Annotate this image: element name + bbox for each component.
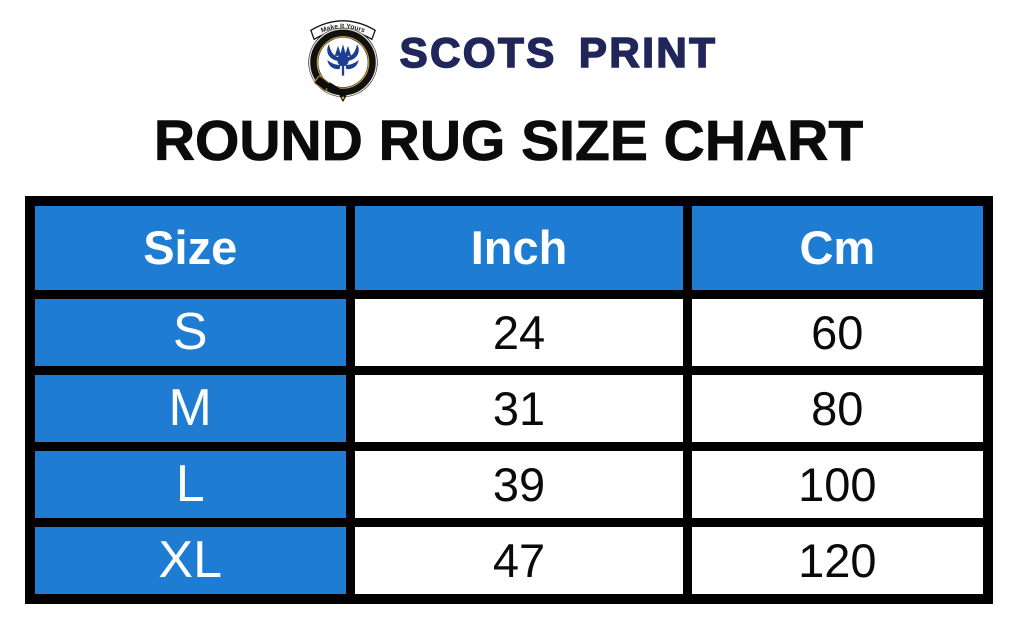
cm-cell: 120 [683,517,992,604]
column-header-inch: Inch [345,196,693,299]
scots-print-crest-logo: Make It Yours [307,20,378,102]
size-cell: M [25,365,355,451]
size-cell: L [25,441,355,527]
table-row: L 39 100 [25,441,992,527]
brand-name: SCOTS PRINT [399,29,718,76]
cm-cell: 80 [683,365,992,451]
column-header-cm: Cm [683,196,992,299]
brand-header: Make It Yours [0,0,1017,102]
crest-inner-gold-rim [316,36,369,89]
header-row: Size Inch Cm [25,196,992,299]
size-cell: S [25,289,355,375]
inch-cell: 31 [345,365,693,451]
inch-cell: 39 [345,441,693,527]
column-header-size: Size [25,196,355,299]
inch-cell: 24 [345,289,693,375]
size-cell: XL [25,517,355,604]
cm-cell: 100 [683,441,992,527]
page-title: ROUND RUG SIZE CHART [153,109,864,173]
size-chart-table: Size Inch Cm S 24 60 M 31 80 L 39 100 [24,195,993,604]
table-row: S 24 60 [25,289,992,375]
table-row: M 31 80 [25,365,992,451]
thistle-icon [326,44,359,76]
cm-cell: 60 [683,289,992,375]
inch-cell: 47 [345,517,693,604]
belt-buckle [313,75,347,102]
table-row: XL 47 120 [25,517,992,604]
